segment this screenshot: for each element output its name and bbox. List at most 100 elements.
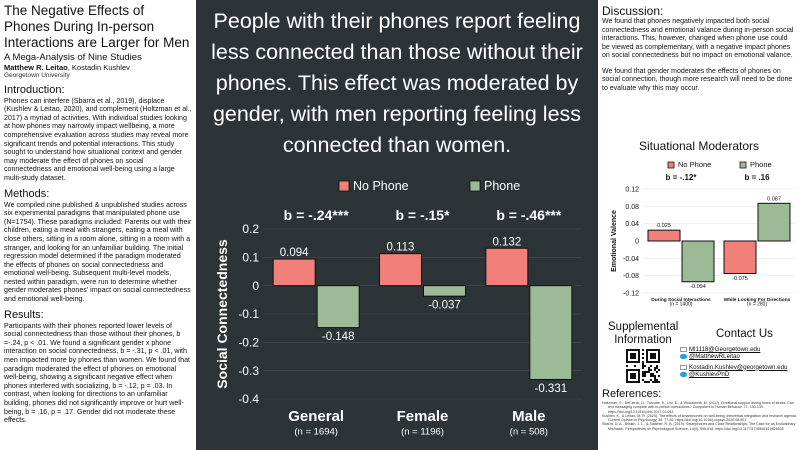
qr-module — [642, 373, 644, 375]
bar-phone — [316, 285, 360, 329]
category-label: Male — [512, 408, 545, 425]
qr-module — [626, 365, 628, 367]
category-n-label: (n = 1400) — [670, 301, 693, 307]
contact-item[interactable]: Ml1118@Georgetown.edu — [680, 346, 787, 353]
qr-module — [654, 369, 656, 371]
effect-label: b = -.46*** — [496, 207, 562, 223]
data-label: -0.331 — [535, 383, 568, 395]
qr-module — [654, 381, 656, 383]
qr-module — [658, 369, 660, 371]
qr-module — [648, 371, 650, 373]
qr-module — [656, 367, 658, 369]
qr-module — [642, 367, 644, 369]
bar-phone — [681, 240, 715, 283]
results-heading: Results: — [4, 308, 44, 321]
reference-item: Holtzman, S., DeClerck, D., Turcotte, K.… — [602, 401, 794, 414]
legend-label: Phone — [484, 179, 520, 193]
qr-module — [642, 357, 644, 359]
data-label: -0.094 — [690, 284, 706, 290]
qr-module — [652, 381, 654, 383]
category-label: During Social Interactions — [651, 297, 711, 303]
y-tick-label: -0.08 — [623, 273, 639, 280]
references-heading: References: — [602, 388, 662, 400]
contact-email-1[interactable]: Ml1118@Georgetown.edu — [689, 346, 761, 353]
qr-module — [646, 371, 648, 373]
y-tick-label: -0.04 — [623, 256, 639, 263]
situational-chart-title: Situational Moderators — [638, 139, 760, 153]
y-tick-label: 0.04 — [625, 221, 639, 228]
qr-module — [642, 361, 644, 363]
bar-phone — [757, 202, 791, 242]
qr-code[interactable] — [626, 349, 660, 383]
emotional-valence-chart: 0.12 0.08 0.04 0 -0.04 -0.08 -0.12 Emotional Va… — [611, 160, 795, 307]
qr-finder — [630, 373, 636, 379]
data-label: 0.094 — [280, 247, 309, 259]
category-n-label: (n = 508) — [510, 427, 548, 438]
qr-module — [656, 381, 658, 383]
mail-icon — [680, 364, 687, 370]
y-axis-label: Emotional Valence — [611, 210, 618, 272]
y-tick-label: 0.1 — [242, 251, 259, 265]
category-n-label: (n = 280) — [747, 301, 767, 307]
y-tick-label: -0.12 — [623, 290, 639, 297]
contact-item[interactable]: Kostadin.Kushlev@georgetown.edu — [680, 364, 787, 371]
qr-module — [658, 375, 660, 377]
contact-twitter-1[interactable]: @MatthewRLeitao — [689, 353, 740, 361]
qr-module — [642, 353, 644, 355]
left-column: The Negative Effects of Phones During In… — [0, 0, 196, 450]
discussion-heading: Discussion: — [602, 4, 664, 18]
qr-module — [642, 363, 644, 365]
qr-module — [650, 373, 652, 375]
bar-no-phone — [379, 253, 422, 287]
methods-text: We compiled nine published & unpublished… — [4, 200, 192, 304]
poster-subtitle: A Mega-Analysis of Nine Studies — [4, 52, 142, 63]
y-tick-label: 0 — [635, 238, 639, 245]
contact-twitter-2[interactable]: @KushlevPhD — [689, 370, 730, 378]
qr-module — [644, 381, 646, 383]
y-tick-label: 0.08 — [625, 204, 639, 211]
contact-item[interactable]: @MatthewRLeitao — [680, 353, 787, 360]
supplemental-heading: Supplemental Information — [608, 321, 679, 346]
y-tick-label: 0.2 — [242, 222, 259, 236]
co-author: , Kostadin Kushlev — [67, 63, 130, 72]
legend-label: Phone — [750, 160, 772, 169]
y-axis-label: Social Connectedness — [214, 239, 230, 389]
data-label: 0.113 — [387, 242, 415, 254]
intro-heading: Introduction: — [4, 83, 65, 96]
effect-label: b = -.12* — [666, 173, 698, 182]
y-tick-label: -0.1 — [238, 307, 259, 321]
qr-module — [644, 375, 646, 377]
qr-module — [650, 379, 652, 381]
contact-email-2[interactable]: Kostadin.Kushlev@georgetown.edu — [689, 363, 788, 371]
bar-no-phone — [647, 229, 681, 242]
qr-module — [646, 381, 648, 383]
qr-module — [652, 375, 654, 377]
legend-swatch — [667, 161, 675, 169]
qr-module — [642, 375, 644, 377]
y-tick-label: 0 — [252, 279, 259, 293]
qr-module — [634, 365, 636, 367]
category-label: General — [288, 408, 344, 425]
category-n-label: (n = 1196) — [401, 427, 444, 438]
qr-module — [654, 367, 656, 369]
y-tick-label: -0.3 — [238, 364, 259, 378]
qr-module — [642, 365, 644, 367]
y-tick-label: 0.12 — [625, 186, 639, 193]
social-connectedness-chart: 0.2 0.1 0 -0.1 -0.2 -0.3 -0.4 Social Connectedn… — [214, 179, 582, 438]
methods-heading: Methods: — [4, 187, 50, 200]
contact-item[interactable]: @KushlevPhD — [680, 371, 787, 378]
bar-phone — [529, 285, 573, 380]
affiliation: Georgetown University — [4, 72, 70, 79]
category-label: While Looking For Directions — [724, 297, 791, 303]
qr-module — [644, 373, 646, 375]
authors: Matthew R. Leitao, Kostadin Kushlev — [4, 63, 192, 72]
data-label: -0.075 — [732, 276, 748, 282]
discussion-text-1: We found that phones negatively impacted… — [602, 18, 794, 59]
effect-label: b = .16 — [744, 173, 770, 182]
bar-no-phone — [723, 240, 757, 274]
category-label: Female — [397, 408, 449, 425]
mail-icon — [680, 347, 687, 353]
contact-heading: Contact Us — [716, 328, 773, 340]
qr-finder — [630, 353, 636, 359]
data-label: 0.025 — [657, 223, 671, 229]
